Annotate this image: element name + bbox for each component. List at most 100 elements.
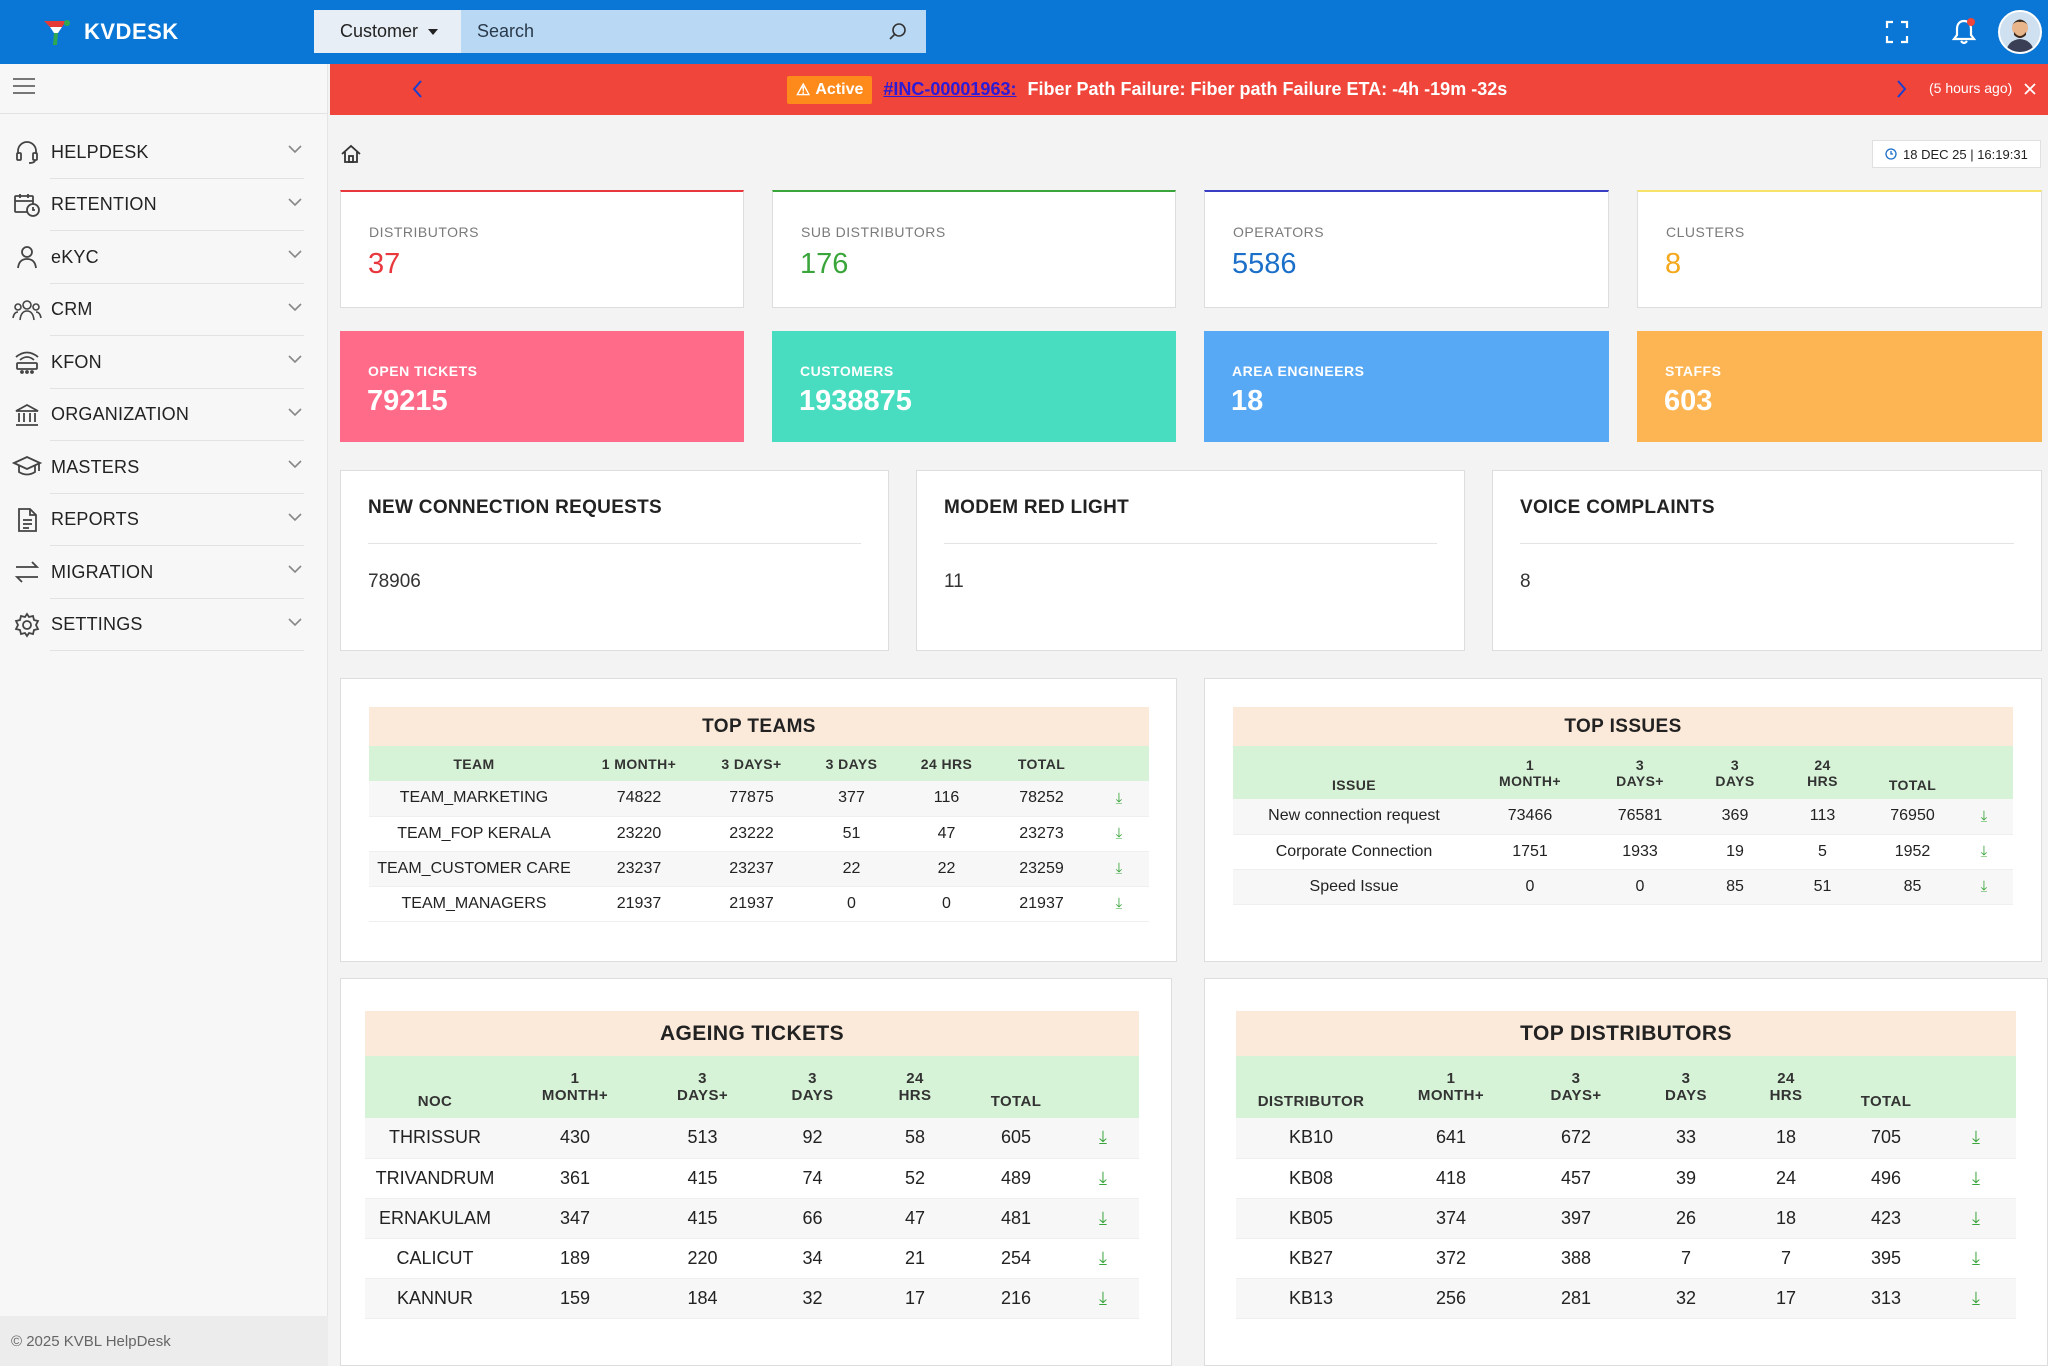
caret-down-icon	[428, 28, 439, 35]
cell: 23259	[994, 851, 1089, 887]
table-row: KB10 641 672 33 18 705 ⤓	[1236, 1118, 2016, 1159]
cell: KB05	[1236, 1198, 1386, 1239]
download-icon[interactable]: ⤓	[1067, 1198, 1139, 1239]
stat-card-open-tickets[interactable]: OPEN TICKETS 79215	[340, 331, 744, 442]
sidebar-item-masters[interactable]: MASTERS	[0, 441, 328, 494]
warning-icon: ⚠	[796, 81, 811, 99]
stat-label: OPERATORS	[1233, 224, 1325, 240]
router-icon	[12, 347, 42, 377]
incident-link[interactable]: #INC-00001963:	[883, 79, 1017, 99]
download-icon[interactable]: ⤓	[1089, 886, 1149, 922]
close-icon[interactable]	[2022, 77, 2038, 101]
stat-value: 18	[1231, 385, 1264, 417]
stat-card-clusters[interactable]: CLUSTERS 8	[1637, 190, 2042, 308]
download-icon[interactable]: ⤓	[1089, 781, 1149, 817]
top-issues-panel: TOP ISSUES ISSUE 1 MONTH+ 3 DAYS+ 3 DAYS…	[1204, 678, 2042, 962]
chevron-right-icon[interactable]	[1895, 77, 1909, 101]
download-icon[interactable]: ⤓	[1067, 1238, 1139, 1279]
cell: KB27	[1236, 1238, 1386, 1279]
sidebar-item-retention[interactable]: RETENTION	[0, 179, 328, 232]
stat-card-area-engineers[interactable]: AREA ENGINEERS 18	[1204, 331, 1609, 442]
cell: 17	[865, 1278, 965, 1319]
cell: TRIVANDRUM	[365, 1158, 505, 1199]
chevron-down-icon	[288, 145, 302, 154]
download-icon[interactable]: ⤓	[1936, 1278, 2016, 1319]
download-icon[interactable]: ⤓	[1067, 1118, 1139, 1159]
info-card-modem-red-light[interactable]: MODEM RED LIGHT 11	[916, 470, 1465, 651]
sidebar-item-label: eKYC	[51, 246, 99, 267]
cell: CALICUT	[365, 1238, 505, 1279]
home-icon[interactable]	[340, 143, 362, 165]
status-badge-label: Active	[815, 80, 864, 98]
cell: 397	[1516, 1198, 1636, 1239]
cell: 347	[505, 1198, 645, 1239]
column-header: TEAM	[369, 746, 579, 781]
kvdesk-logo-icon	[44, 20, 70, 45]
download-icon[interactable]: ⤓	[1955, 799, 2013, 835]
column-header: ISSUE	[1233, 746, 1475, 799]
cell: 374	[1386, 1198, 1516, 1239]
app-logo[interactable]: KVDESK	[40, 12, 179, 52]
sidebar-item-crm[interactable]: CRM	[0, 284, 328, 337]
download-icon[interactable]: ⤓	[1955, 834, 2013, 870]
search-input[interactable]	[477, 21, 857, 42]
incident-alert-banner: ⚠ Active #INC-00001963: Fiber Path Failu…	[330, 64, 2048, 115]
search-field[interactable]	[461, 10, 926, 53]
cell: 184	[645, 1278, 760, 1319]
column-header: 24 HRS	[899, 746, 994, 781]
table-row: KB05 374 397 26 18 423 ⤓	[1236, 1198, 2016, 1239]
top-teams-panel: TOP TEAMS TEAM 1 MONTH+ 3 DAYS+ 3 DAYS 2…	[340, 678, 1177, 962]
sidebar-divider	[0, 113, 328, 114]
copyright-footer: © 2025 KVBL HelpDesk	[0, 1316, 328, 1366]
chevron-down-icon	[288, 250, 302, 259]
column-header: 3 DAYS	[1695, 746, 1775, 799]
sidebar-item-settings[interactable]: SETTINGS	[0, 599, 328, 652]
download-icon[interactable]: ⤓	[1067, 1278, 1139, 1319]
sidebar: HELPDESK RETENTION eKYC CRM	[0, 64, 328, 1366]
stat-card-distributors[interactable]: DISTRIBUTORS 37	[340, 190, 744, 308]
stat-card-sub-distributors[interactable]: SUB DISTRIBUTORS 176	[772, 190, 1176, 308]
hamburger-menu-icon[interactable]	[13, 78, 35, 96]
sidebar-item-kfon[interactable]: KFON	[0, 336, 328, 389]
info-card-new-connection-requests[interactable]: NEW CONNECTION REQUESTS 78906	[340, 470, 889, 651]
stat-value: 176	[800, 248, 849, 280]
search-icon[interactable]	[888, 22, 908, 42]
cell: 23237	[699, 851, 804, 887]
sidebar-item-label: CRM	[51, 299, 93, 320]
stat-value: 8	[1665, 248, 1682, 280]
stat-card-operators[interactable]: OPERATORS 5586	[1204, 190, 1609, 308]
download-icon[interactable]: ⤓	[1936, 1198, 2016, 1239]
cell: 0	[899, 886, 994, 922]
download-icon[interactable]: ⤓	[1936, 1158, 2016, 1199]
cell: 220	[645, 1238, 760, 1279]
download-icon[interactable]: ⤓	[1936, 1238, 2016, 1279]
bank-icon	[12, 400, 42, 430]
stat-card-customers[interactable]: CUSTOMERS 1938875	[772, 331, 1176, 442]
chevron-down-icon	[288, 565, 302, 574]
cell: 423	[1836, 1198, 1936, 1239]
user-avatar[interactable]	[1998, 10, 2042, 54]
sidebar-item-helpdesk[interactable]: HELPDESK	[0, 126, 328, 179]
notification-bell-icon[interactable]	[1950, 18, 1978, 46]
download-icon[interactable]: ⤓	[1955, 869, 2013, 905]
download-icon[interactable]: ⤓	[1089, 851, 1149, 887]
sidebar-item-label: RETENTION	[51, 194, 157, 215]
search-type-dropdown[interactable]: Customer	[314, 10, 461, 53]
sidebar-item-reports[interactable]: REPORTS	[0, 494, 328, 547]
stat-card-staffs[interactable]: STAFFS 603	[1637, 331, 2042, 442]
table-row: TEAM_FOP KERALA 23220 23222 51 47 23273 ⤓	[369, 816, 1149, 852]
sidebar-item-ekyc[interactable]: eKYC	[0, 231, 328, 284]
info-card-voice-complaints[interactable]: VOICE COMPLAINTS 8	[1492, 470, 2042, 651]
download-icon[interactable]: ⤓	[1936, 1118, 2016, 1159]
column-header: 3 DAYS+	[699, 746, 804, 781]
sidebar-item-organization[interactable]: ORGANIZATION	[0, 389, 328, 442]
download-icon[interactable]: ⤓	[1089, 816, 1149, 852]
document-icon	[12, 505, 42, 535]
chevron-left-icon[interactable]	[410, 77, 424, 101]
download-icon[interactable]: ⤓	[1067, 1158, 1139, 1199]
cell: 7	[1636, 1238, 1736, 1279]
cell: 19	[1695, 834, 1775, 870]
cell: 47	[899, 816, 994, 852]
fullscreen-icon[interactable]	[1883, 18, 1911, 46]
sidebar-item-migration[interactable]: MIGRATION	[0, 546, 328, 599]
